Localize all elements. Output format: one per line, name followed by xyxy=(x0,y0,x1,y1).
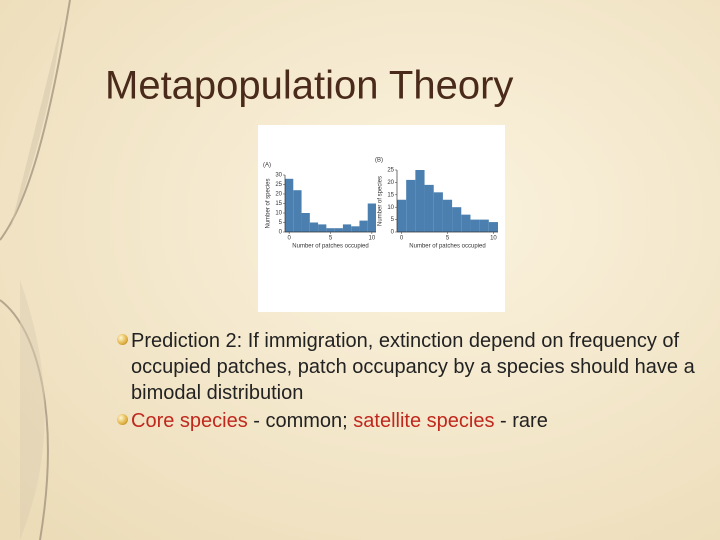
bullet-text: Core species xyxy=(131,410,248,432)
y-tick-label: 30 xyxy=(275,173,282,179)
x-tick-label: 5 xyxy=(329,236,333,242)
slide-title: Metapopulation Theory xyxy=(105,64,513,108)
histogram-bar xyxy=(479,219,489,232)
y-tick-label: 25 xyxy=(275,182,282,188)
x-axis-label: Number of patches occupied xyxy=(409,244,485,250)
histogram-bar xyxy=(318,224,327,232)
histogram-bar xyxy=(367,203,376,232)
x-tick-label: 10 xyxy=(490,236,497,242)
bullet-text: Prediction 2: If immigration, extinction… xyxy=(131,330,695,404)
histogram-bar xyxy=(397,199,407,232)
histogram-bar xyxy=(309,222,319,232)
histogram-bar xyxy=(334,228,343,232)
x-tick-label: 10 xyxy=(369,236,376,242)
bullet-icon xyxy=(117,334,128,345)
histogram-bar xyxy=(359,220,368,232)
y-axis-label: Number of species xyxy=(378,176,384,226)
histogram-bar xyxy=(293,190,302,232)
y-tick-label: 20 xyxy=(387,180,394,186)
histogram-bar xyxy=(488,222,498,232)
bullet-text: - rare xyxy=(494,410,548,432)
bullet: Prediction 2: If immigration, extinction… xyxy=(117,328,706,406)
bullet-text: - common; xyxy=(247,410,354,432)
y-tick-label: 10 xyxy=(275,211,282,217)
x-axis-label: Number of patches occupied xyxy=(292,244,368,250)
y-tick-label: 5 xyxy=(391,217,395,223)
bullet-list: Prediction 2: If immigration, extinction… xyxy=(117,328,706,436)
panel-label: (B) xyxy=(375,158,383,164)
y-tick-label: 0 xyxy=(279,230,283,236)
y-tick-label: 15 xyxy=(387,192,394,198)
y-tick-label: 20 xyxy=(275,192,282,198)
histogram-bar xyxy=(301,213,310,232)
y-tick-label: 5 xyxy=(279,220,283,226)
y-tick-label: 10 xyxy=(387,205,394,211)
bullet-text: satellite species xyxy=(353,410,495,432)
histogram-bar xyxy=(415,170,425,232)
histogram-bar xyxy=(342,224,352,232)
histogram-bar xyxy=(406,179,416,232)
x-tick-label: 0 xyxy=(400,236,404,242)
y-tick-label: 25 xyxy=(387,168,394,174)
bullet: Core species - common; satellite species… xyxy=(117,408,706,434)
x-tick-label: 0 xyxy=(287,236,291,242)
histogram-bar xyxy=(285,178,294,232)
histogram-bar xyxy=(470,219,480,232)
histogram-bar xyxy=(452,207,462,232)
y-tick-label: 15 xyxy=(275,201,282,207)
panel-label: (A) xyxy=(263,163,271,169)
x-tick-label: 5 xyxy=(446,236,450,242)
histogram-bar xyxy=(424,184,434,232)
histogram-bar xyxy=(442,199,453,232)
histogram-bar xyxy=(326,228,335,232)
bullet-icon xyxy=(117,414,128,425)
leaf-decoration xyxy=(0,0,71,540)
y-axis-label: Number of species xyxy=(266,178,272,228)
histogram-bar xyxy=(351,226,360,232)
y-tick-label: 0 xyxy=(391,230,395,236)
histogram-bar xyxy=(433,192,443,232)
histogram-bar xyxy=(461,214,471,232)
